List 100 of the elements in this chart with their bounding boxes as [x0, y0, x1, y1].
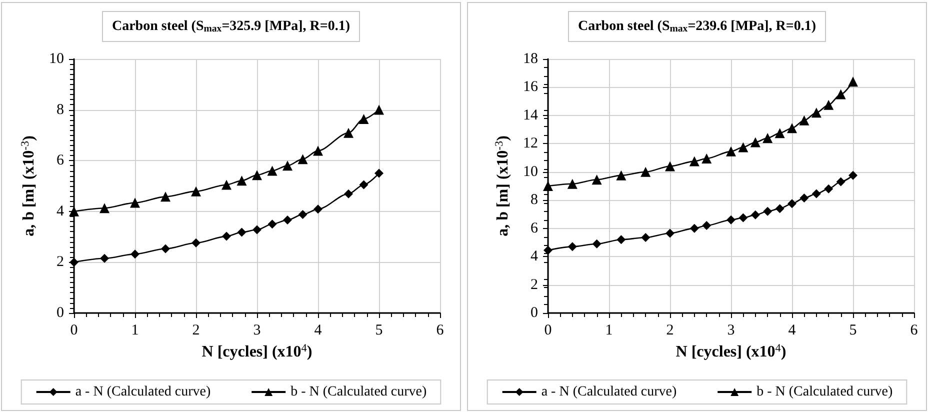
chart-title: Carbon steel (Smax=325.9 [MPa], R=0.1) — [112, 18, 350, 34]
y-axis-title: a, b [m] (x10-3) — [19, 136, 38, 236]
x-tick-label: 3 — [253, 322, 261, 338]
point — [775, 204, 784, 214]
point — [544, 246, 552, 255]
point — [69, 206, 79, 216]
x-tick-label: 3 — [727, 322, 735, 338]
x-tick-label: 5 — [849, 322, 857, 338]
point — [836, 177, 846, 186]
point — [100, 254, 109, 263]
x-tick-label: 2 — [666, 322, 674, 338]
point — [811, 108, 822, 118]
point — [267, 166, 278, 176]
point — [616, 235, 626, 244]
y-axis-title: a, b [m] (x10-3) — [493, 136, 512, 236]
point — [222, 232, 231, 241]
point — [750, 210, 760, 220]
x-tick-label: 1 — [605, 322, 613, 338]
point — [666, 228, 674, 238]
point — [640, 166, 651, 177]
point — [774, 128, 785, 138]
point — [192, 238, 200, 248]
point — [726, 215, 736, 224]
point — [298, 154, 308, 164]
point — [641, 233, 650, 242]
y-tick-label: 14 — [523, 107, 538, 124]
x-tick-label: 4 — [788, 322, 796, 338]
y-tick-label: 4 — [56, 203, 64, 220]
point — [592, 174, 602, 185]
point — [236, 176, 247, 186]
point — [358, 114, 369, 124]
point — [824, 100, 834, 110]
point — [750, 137, 760, 148]
y-tick-label: 4 — [530, 248, 538, 265]
point — [543, 181, 553, 191]
point — [848, 76, 858, 87]
x-tick-label: 4 — [314, 322, 322, 338]
point — [191, 186, 201, 196]
y-tick-label: 8 — [530, 192, 538, 208]
legend-label: a - N (Calculated curve) — [541, 384, 677, 400]
x-tick-label: 0 — [544, 322, 552, 338]
point — [359, 180, 368, 190]
point — [763, 206, 772, 216]
point — [130, 250, 140, 259]
y-tick-label: 16 — [523, 79, 538, 96]
point — [665, 161, 675, 172]
y-tick-label: 2 — [56, 254, 64, 270]
point — [812, 189, 821, 198]
point — [268, 220, 277, 229]
point — [252, 170, 262, 180]
point — [800, 193, 809, 202]
point — [762, 133, 773, 144]
x-tick-label: 2 — [192, 322, 200, 338]
y-tick-label: 6 — [56, 152, 64, 169]
x-tick-label: 1 — [131, 322, 139, 338]
point — [702, 153, 712, 164]
point — [374, 104, 384, 115]
point — [848, 170, 858, 180]
point — [344, 189, 353, 198]
point — [592, 239, 602, 248]
x-tick-label: 0 — [70, 322, 78, 338]
point — [788, 199, 796, 208]
point — [282, 160, 292, 171]
point — [130, 198, 140, 208]
y-tick-label: 8 — [56, 102, 64, 118]
point — [690, 224, 699, 233]
point — [100, 203, 110, 214]
legend-label: b - N (Calculated curve) — [756, 384, 893, 400]
y-tick-label: 0 — [530, 305, 538, 321]
point — [374, 168, 384, 178]
point — [836, 89, 846, 100]
y-tick-label: 12 — [523, 136, 538, 152]
point — [252, 225, 262, 234]
point — [283, 216, 292, 225]
point — [799, 115, 810, 126]
point — [344, 128, 354, 138]
point — [738, 213, 748, 222]
point — [161, 244, 170, 254]
point — [567, 178, 578, 189]
x-tick-label: 5 — [375, 322, 383, 338]
point — [237, 228, 246, 237]
point — [726, 146, 736, 156]
y-tick-label: 2 — [530, 276, 538, 293]
y-tick-label: 6 — [530, 220, 538, 236]
point — [314, 204, 322, 214]
point — [689, 156, 700, 166]
point — [298, 210, 308, 219]
x-tick-label: 6 — [436, 322, 444, 338]
legend-label: b - N (Calculated curve) — [290, 384, 427, 400]
y-tick-label: 0 — [56, 305, 64, 321]
point — [222, 180, 232, 190]
point — [616, 170, 626, 180]
point — [702, 221, 712, 230]
y-tick-label: 18 — [523, 51, 538, 67]
point — [787, 123, 797, 134]
legend-label: a - N (Calculated curve) — [75, 384, 211, 400]
y-tick-label: 10 — [523, 164, 538, 180]
y-tick-label: 10 — [49, 51, 64, 67]
x-tick-label: 6 — [910, 322, 918, 338]
point — [160, 192, 170, 202]
